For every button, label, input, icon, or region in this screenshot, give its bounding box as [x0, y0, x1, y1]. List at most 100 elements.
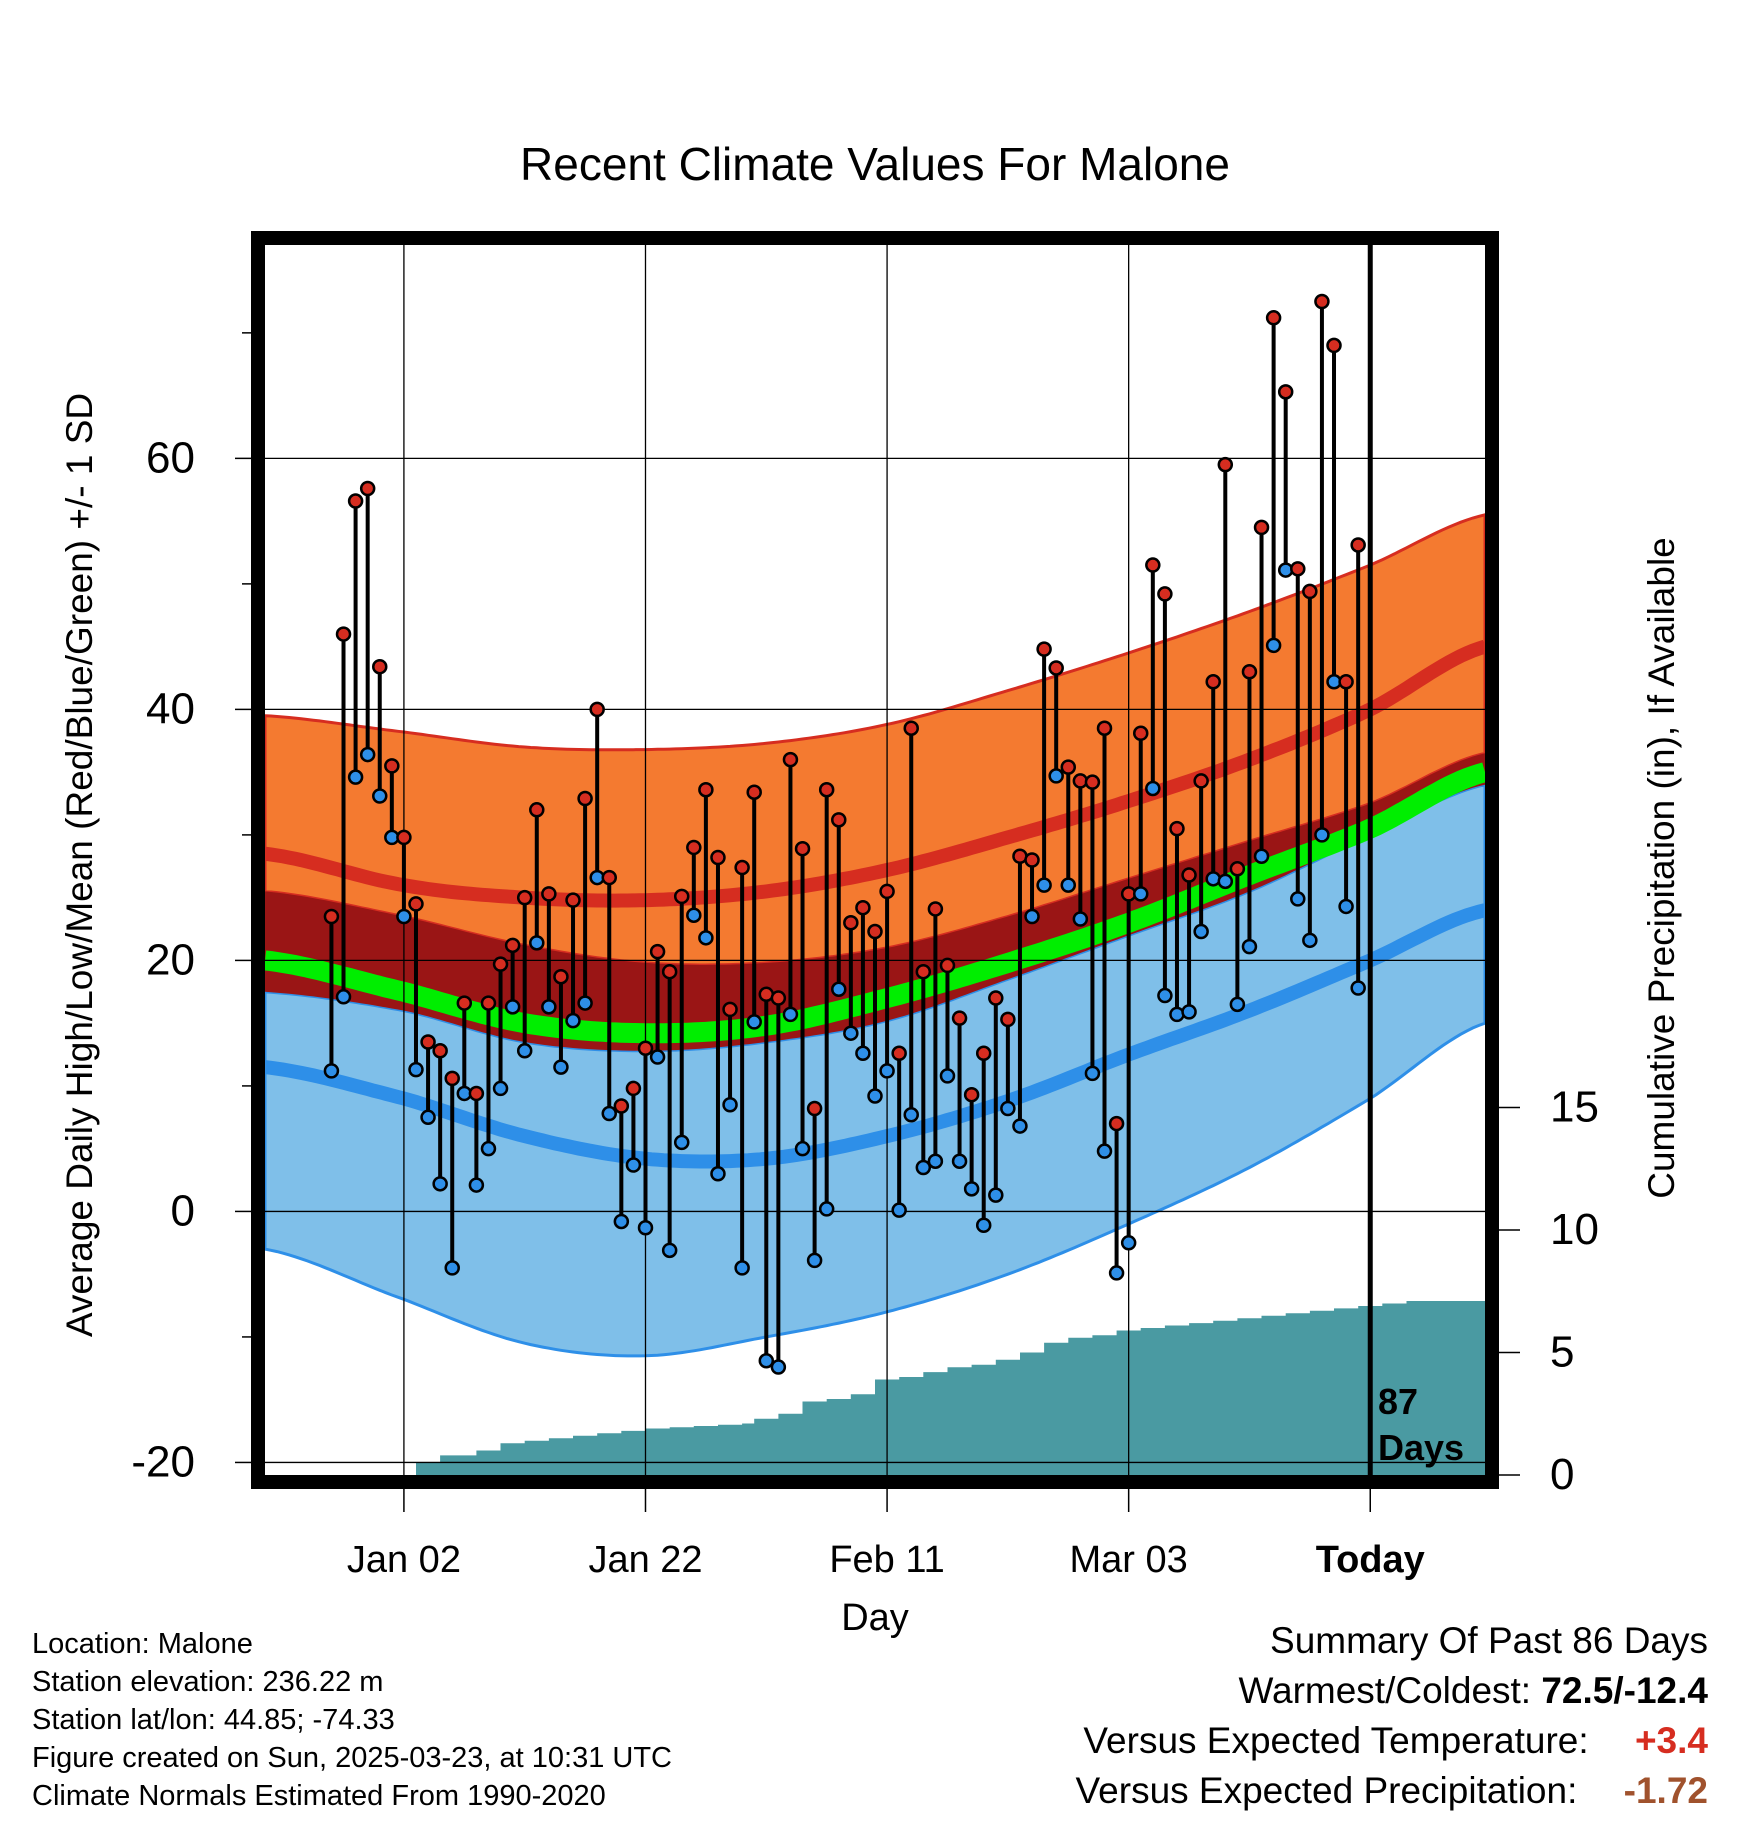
y-tick-label: 0 [171, 1186, 195, 1235]
daily-low-point [1253, 848, 1270, 864]
y2-tick-label: 15 [1550, 1083, 1599, 1132]
daily-high-point [915, 963, 932, 980]
daily-high-point [686, 839, 702, 856]
daily-high-point [734, 859, 750, 876]
daily-low-point [758, 1353, 775, 1369]
daily-low-point [746, 1014, 762, 1030]
daily-high-point [1108, 1115, 1125, 1132]
summary-warm-row: Warmest/Coldest: 72.5/-12.4 [1076, 1666, 1708, 1716]
daily-high-point [1157, 586, 1173, 602]
daily-high-point [613, 1098, 630, 1114]
y2-axis-label: Cumulative Precipitation (in), If Availa… [1641, 537, 1682, 1199]
daily-low-point [1072, 911, 1089, 927]
daily-low-point [359, 746, 376, 763]
daily-low-point [1048, 768, 1064, 784]
daily-low-point [516, 1043, 533, 1059]
daily-low-point [1145, 780, 1161, 797]
daily-low-point [504, 999, 521, 1015]
daily-high-point [359, 480, 376, 497]
daily-high-point [1132, 725, 1149, 741]
daily-high-point [879, 883, 895, 900]
daily-low-point [1217, 873, 1234, 890]
daily-high-point [1205, 674, 1221, 690]
x-tick-label: Feb 11 [829, 1539, 944, 1581]
daily-high-point [372, 658, 388, 675]
daily-high-point [794, 840, 811, 857]
daily-low-point [420, 1109, 436, 1126]
daily-low-point [686, 907, 702, 923]
daily-low-point [565, 1012, 581, 1029]
high-normal-line [265, 639, 1485, 908]
daily-high-point [831, 812, 847, 828]
daily-high-point [1024, 852, 1040, 868]
daily-low-point [649, 1049, 666, 1065]
daily-high-point [1145, 557, 1161, 573]
y-tick-label: 20 [146, 935, 195, 984]
x-tick-label: Today [1316, 1539, 1425, 1581]
daily-high-point [649, 943, 666, 960]
daily-high-point [1000, 1011, 1016, 1028]
daily-high-point [843, 915, 859, 931]
daily-low-point [734, 1260, 750, 1276]
daily-low-point [1012, 1118, 1028, 1134]
temp-label: Versus Expected Temperature: [1083, 1720, 1589, 1761]
daily-low-point [1132, 886, 1149, 902]
daily-high-point [408, 896, 424, 912]
y2-tick-label: 10 [1550, 1205, 1599, 1254]
location-text: Location: Malone [32, 1628, 253, 1660]
daily-low-point [806, 1252, 823, 1269]
daily-low-point [818, 1201, 835, 1217]
daily-low-point [1229, 996, 1246, 1013]
daily-high-point [468, 1085, 485, 1102]
daily-high-point [1193, 773, 1209, 789]
daily-low-point [372, 788, 388, 804]
daily-high-point [661, 963, 678, 980]
daily-low-point [963, 1181, 980, 1197]
daily-low-point [529, 935, 545, 951]
daily-high-point [589, 701, 605, 718]
daily-high-point [975, 1045, 992, 1062]
daily-high-point [782, 751, 799, 768]
daily-low-point [637, 1219, 654, 1236]
y-axis-label: Average Daily High/Low/Mean (Red/Blue/Gr… [59, 393, 100, 1337]
daily-low-point [468, 1177, 485, 1193]
daily-low-point [541, 999, 557, 1015]
daily-high-point [384, 758, 400, 774]
summary-title: Summary Of Past 86 Days [1270, 1620, 1708, 1661]
daily-low-point [927, 1153, 944, 1169]
daily-high-point [601, 869, 618, 886]
precip-cumulative-area [385, 1301, 1485, 1475]
daily-high-point [1217, 456, 1234, 473]
plot-frame [251, 231, 1499, 1489]
daily-high-point [1326, 337, 1342, 354]
daily-high-point [818, 781, 835, 798]
daily-low-point [951, 1153, 968, 1169]
daily-low-point [432, 1176, 448, 1192]
daily-low-point [698, 930, 714, 946]
daily-high-point [565, 892, 581, 908]
axes: -20 0 20 40 60 0 5 10 15 Jan 02 Jan 22 Feb 11 Mar 03… [131, 332, 1599, 1581]
daily-low-point [1181, 1004, 1197, 1020]
daily-high-point [396, 829, 412, 846]
daily-low-point [673, 1134, 690, 1151]
daily-high-point [988, 990, 1004, 1006]
daily-high-point [456, 995, 473, 1011]
daily-high-point [710, 849, 726, 866]
daily-low-point [1338, 898, 1354, 915]
daily-high-point [867, 923, 883, 940]
daily-high-point [927, 901, 944, 917]
daily-low-point [323, 1063, 340, 1079]
daily-low-point [1193, 923, 1209, 940]
precip-area [385, 1301, 1485, 1475]
y-tick-label: 40 [146, 684, 195, 733]
daily-high-point [1169, 820, 1185, 837]
daily-high-point [1229, 861, 1246, 877]
daily-low-point [577, 995, 593, 1011]
chart-title: Recent Climate Values For Malone [520, 138, 1230, 190]
daily-low-point [915, 1159, 932, 1176]
daily-low-point [988, 1187, 1004, 1203]
daily-high-point [1265, 310, 1282, 326]
overlap-band [265, 753, 1485, 1051]
daily-high-point [1350, 537, 1366, 553]
y2-tick-label: 0 [1550, 1450, 1574, 1499]
